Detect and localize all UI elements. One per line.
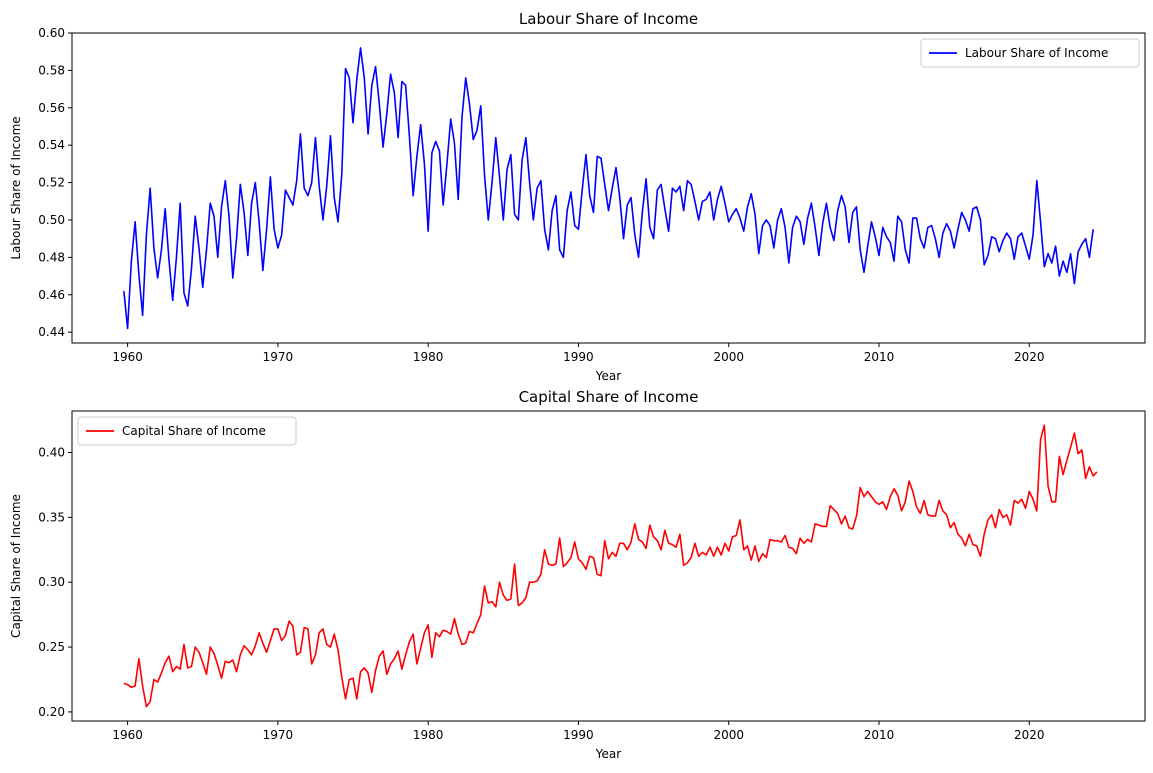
capital-x-tick-label: 1980 — [413, 728, 444, 742]
labour-y-tick-label: 0.58 — [38, 63, 65, 77]
capital-legend-box — [77, 416, 297, 446]
capital-x-tick-label: 1970 — [263, 728, 294, 742]
labour-y-tick-label: 0.60 — [38, 26, 65, 40]
capital-x-axis-label: Year — [595, 747, 621, 761]
labour-y-tick-label: 0.50 — [38, 213, 65, 227]
labour-x-tick-label: 2010 — [864, 350, 895, 364]
labour-y-tick-label: 0.44 — [38, 325, 65, 339]
labour-chart: Labour Share of Income 1960 1970 1980 1990 20… — [9, 10, 1146, 383]
labour-x-tick-label: 1970 — [263, 350, 294, 364]
labour-x-tick-label: 1990 — [563, 350, 594, 364]
capital-y-tick-label: 0.25 — [38, 640, 65, 654]
labour-y-tick-label: 0.46 — [38, 288, 65, 302]
capital-chart: Capital Share of Income 1960 1970 1980 1990 2… — [9, 388, 1146, 761]
capital-plot-frame — [71, 410, 1146, 722]
capital-legend: Capital Share of Income — [77, 416, 297, 446]
labour-x-tick-label: 1980 — [413, 350, 444, 364]
labour-x-tick-label: 2020 — [1014, 350, 1045, 364]
labour-y-axis-label: Labour Share of Income — [9, 116, 23, 259]
labour-y-tick-label: 0.54 — [38, 138, 65, 152]
capital-y-tick-label: 0.40 — [38, 446, 65, 460]
labour-plot-frame — [71, 32, 1146, 344]
labour-legend-label: Labour Share of Income — [965, 46, 1108, 60]
labour-y-tick-label: 0.56 — [38, 101, 65, 115]
capital-x-tick-label: 2020 — [1014, 728, 1045, 742]
capital-x-tick-label: 2000 — [713, 728, 744, 742]
capital-series-line — [123, 424, 1098, 708]
capital-y-tick-label: 0.20 — [38, 705, 65, 719]
capital-y-axis-label: Capital Share of Income — [9, 494, 23, 638]
capital-x-tick-label: 1990 — [563, 728, 594, 742]
capital-legend-label: Capital Share of Income — [122, 424, 266, 438]
labour-chart-title: Labour Share of Income — [519, 10, 698, 28]
capital-x-tick-label: 1960 — [112, 728, 143, 742]
capital-chart-title: Capital Share of Income — [519, 388, 699, 406]
labour-x-tick-label: 2000 — [713, 350, 744, 364]
labour-x-tick-label: 1960 — [112, 350, 143, 364]
labour-y-tick-label: 0.48 — [38, 250, 65, 264]
capital-y-tick-label: 0.30 — [38, 575, 65, 589]
labour-legend: Labour Share of Income — [920, 38, 1140, 68]
capital-y-tick-label: 0.35 — [38, 510, 65, 524]
capital-x-tick-label: 2010 — [864, 728, 895, 742]
labour-legend-box — [920, 38, 1140, 68]
labour-x-axis-label: Year — [595, 369, 621, 383]
labour-series-line — [123, 47, 1094, 330]
labour-y-tick-label: 0.52 — [38, 176, 65, 190]
